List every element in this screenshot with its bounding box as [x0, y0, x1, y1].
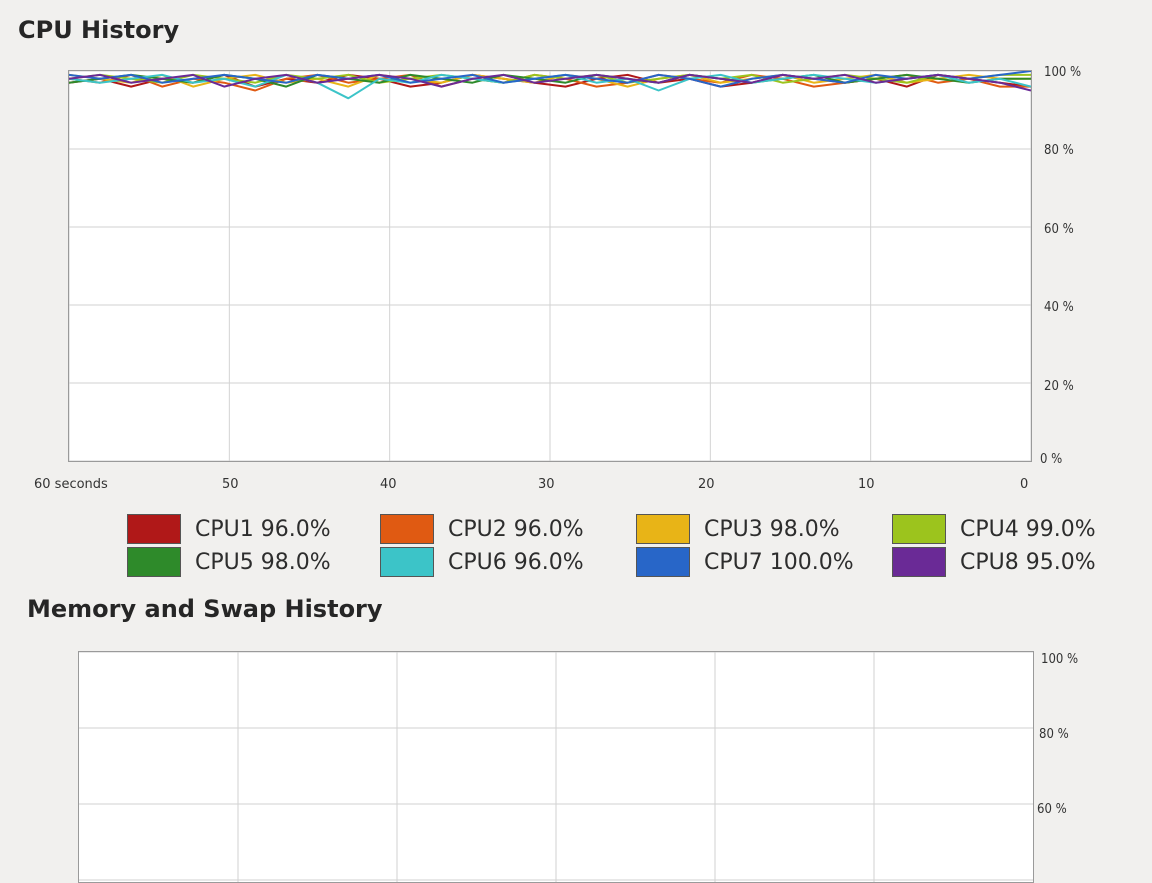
- cpu3-color-swatch[interactable]: [636, 514, 690, 544]
- memory-swap-history-graph: [78, 651, 1034, 883]
- legend-cpu3[interactable]: CPU3 98.0%: [636, 512, 840, 546]
- cpu2-color-swatch[interactable]: [380, 514, 434, 544]
- cpu1-label: CPU1 96.0%: [195, 516, 331, 542]
- legend-cpu8[interactable]: CPU8 95.0%: [892, 545, 1096, 579]
- legend-cpu5[interactable]: CPU5 98.0%: [127, 545, 331, 579]
- cpu8-color-swatch[interactable]: [892, 547, 946, 577]
- legend-cpu6[interactable]: CPU6 96.0%: [380, 545, 584, 579]
- cpu4-color-swatch[interactable]: [892, 514, 946, 544]
- mem-y-tick-80: 80 %: [1039, 727, 1069, 742]
- cpu-x-tick-40: 40: [380, 477, 397, 492]
- cpu-x-tick-10: 10: [858, 477, 875, 492]
- legend-cpu7[interactable]: CPU7 100.0%: [636, 545, 854, 579]
- cpu6-color-swatch[interactable]: [380, 547, 434, 577]
- cpu7-label: CPU7 100.0%: [704, 549, 854, 575]
- legend-cpu2[interactable]: CPU2 96.0%: [380, 512, 584, 546]
- cpu-history-graph: [68, 70, 1032, 462]
- memory-history-plot: [79, 652, 1033, 882]
- cpu6-label: CPU6 96.0%: [448, 549, 584, 575]
- cpu-y-tick-20: 20 %: [1044, 379, 1074, 394]
- cpu5-label: CPU5 98.0%: [195, 549, 331, 575]
- cpu-y-tick-0: 0 %: [1040, 452, 1063, 467]
- cpu-y-tick-40: 40 %: [1044, 300, 1074, 315]
- cpu-y-tick-100: 100 %: [1044, 65, 1082, 80]
- cpu7-color-swatch[interactable]: [636, 547, 690, 577]
- cpu-y-tick-80: 80 %: [1044, 143, 1074, 158]
- cpu-x-tick-30: 30: [538, 477, 555, 492]
- mem-y-tick-100: 100 %: [1041, 652, 1079, 667]
- legend-cpu4[interactable]: CPU4 99.0%: [892, 512, 1096, 546]
- cpu-x-tick-20: 20: [698, 477, 715, 492]
- cpu8-label: CPU8 95.0%: [960, 549, 1096, 575]
- cpu4-label: CPU4 99.0%: [960, 516, 1096, 542]
- cpu-y-tick-60: 60 %: [1044, 222, 1074, 237]
- cpu-series-cpu8: [69, 73, 1031, 92]
- cpu5-color-swatch[interactable]: [127, 547, 181, 577]
- cpu-x-tick-0: 0: [1020, 477, 1029, 492]
- cpu3-label: CPU3 98.0%: [704, 516, 840, 542]
- legend-cpu1[interactable]: CPU1 96.0%: [127, 512, 331, 546]
- cpu1-color-swatch[interactable]: [127, 514, 181, 544]
- mem-y-tick-60: 60 %: [1037, 802, 1067, 817]
- cpu-history-plot: [69, 71, 1031, 461]
- cpu2-label: CPU2 96.0%: [448, 516, 584, 542]
- cpu-x-tick-50: 50: [222, 477, 239, 492]
- memory-swap-history-title: Memory and Swap History: [27, 595, 383, 623]
- cpu-x-tick-60: 60 seconds: [34, 477, 108, 492]
- cpu-history-title: CPU History: [18, 16, 180, 44]
- cpu-series-cpu7: [69, 71, 1031, 88]
